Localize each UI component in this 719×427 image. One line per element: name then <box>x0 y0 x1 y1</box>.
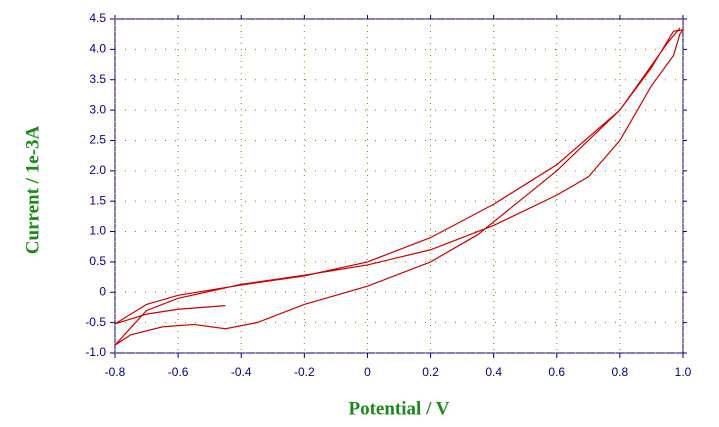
x-tick-label: 1.0 <box>675 365 692 379</box>
y-axis-title: Current / 1e-3A <box>22 126 43 255</box>
x-tick-label: 0.6 <box>548 365 565 379</box>
plot-frame <box>114 18 684 354</box>
x-tick-label: 0.2 <box>422 365 439 379</box>
y-tick-label: 0.5 <box>89 254 106 268</box>
x-tick-label: -0.4 <box>231 365 252 379</box>
x-tick-label: 0.8 <box>612 365 629 379</box>
data-line <box>114 27 685 346</box>
x-tick-label: 0.4 <box>485 365 502 379</box>
x-tick-label: -0.8 <box>105 365 126 379</box>
y-tick-label: 3.0 <box>89 102 106 116</box>
y-tick-label: -0.5 <box>85 315 106 329</box>
y-tick-label: 1.5 <box>89 193 106 207</box>
y-tick-label: 2.0 <box>89 163 106 177</box>
y-tick-label: 4.0 <box>89 42 106 56</box>
x-tick-label: -0.6 <box>168 365 189 379</box>
y-tick-label: 4.5 <box>89 11 106 25</box>
y-tick-label: 0 <box>99 284 106 298</box>
x-tick-label: -0.2 <box>294 365 315 379</box>
x-tick-label: 0 <box>364 365 371 379</box>
y-tick-label: 1.0 <box>89 224 106 238</box>
x-axis-title: Potential / V <box>349 398 450 419</box>
y-tick-label: -1.0 <box>85 345 106 359</box>
y-tick-label: 2.5 <box>89 133 106 147</box>
y-tick-label: 3.5 <box>89 72 106 86</box>
